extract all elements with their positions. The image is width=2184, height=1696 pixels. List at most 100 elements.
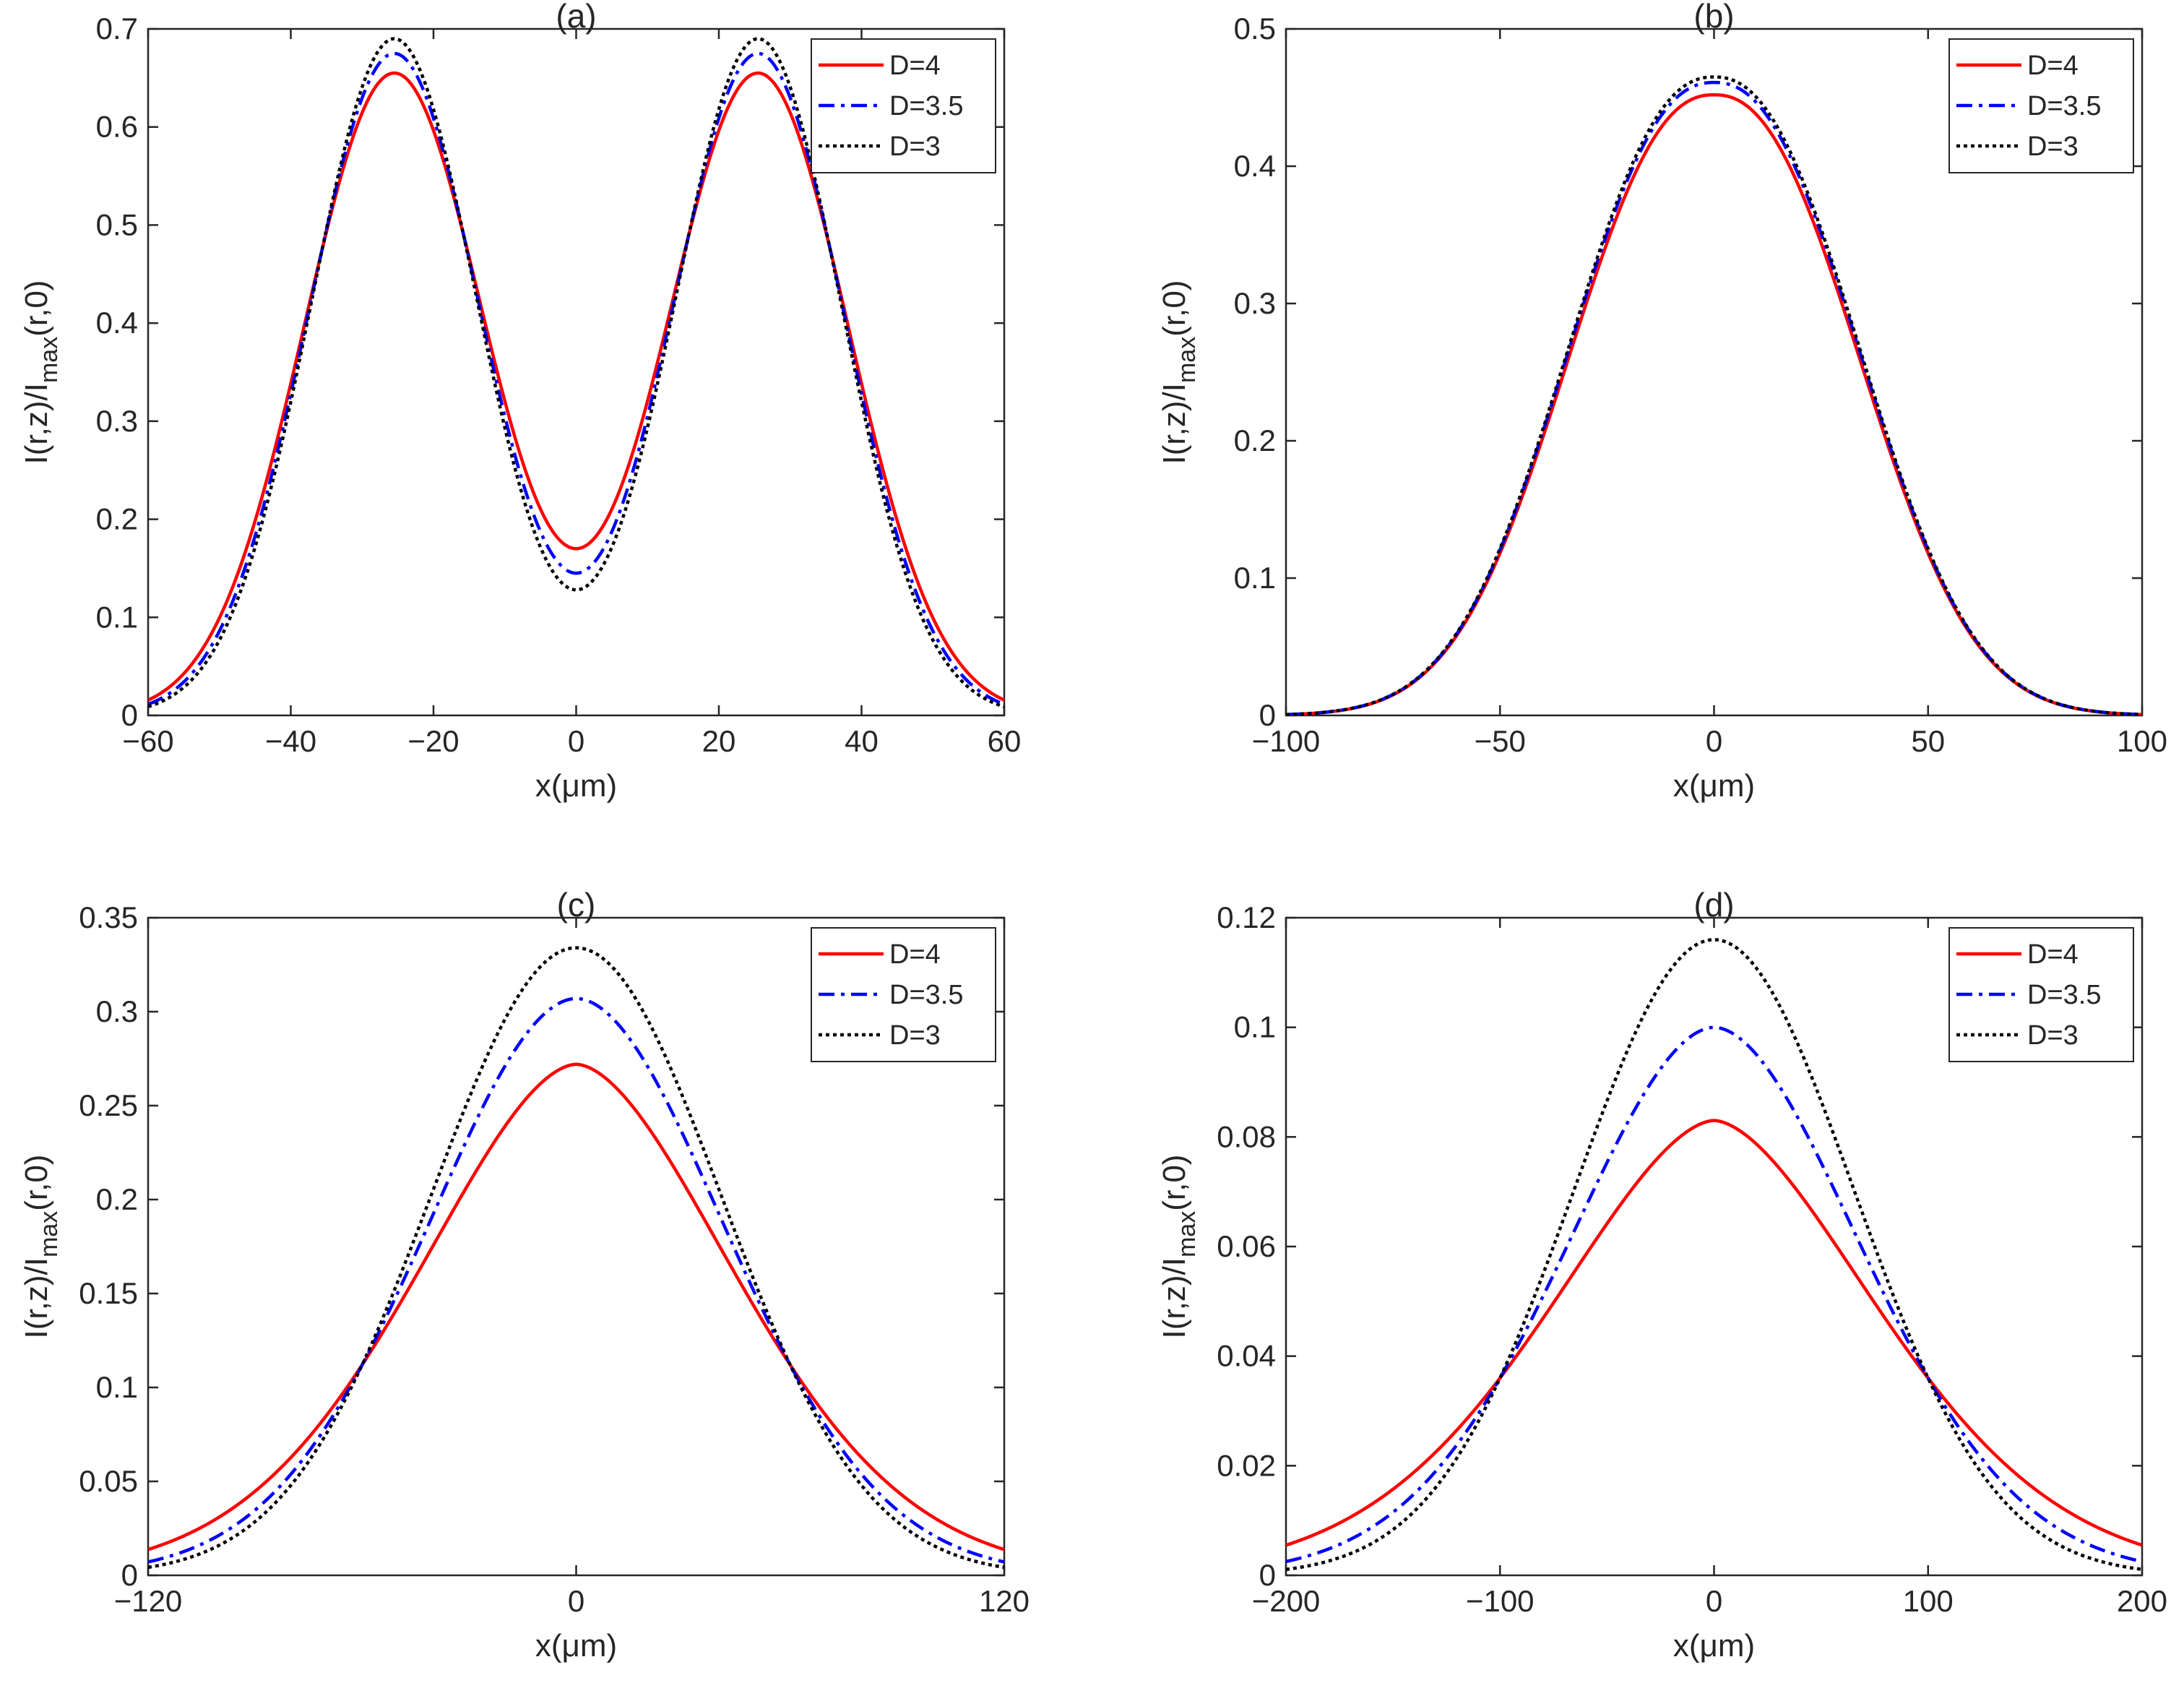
y-axis-label-main: I(r,z)/I <box>19 1257 54 1338</box>
x-axis-label: x(μm) <box>1673 1628 1755 1663</box>
y-tick-label: 0 <box>1259 1558 1276 1592</box>
y-axis-label-main: I(r,z)/I <box>1157 1257 1192 1338</box>
chart-title: (a) <box>556 0 596 35</box>
x-tick-label: −60 <box>122 724 173 758</box>
y-tick-label: 0 <box>1259 698 1276 732</box>
series-line-d-3-5 <box>148 996 1004 1564</box>
series-line-d-3-5 <box>148 51 1004 706</box>
y-axis-label-tail: (r,0) <box>1157 1155 1192 1211</box>
legend-label: D=4 <box>2027 939 2079 970</box>
y-axis-label-tail: (r,0) <box>19 1155 54 1211</box>
legend-label: D=3 <box>2027 132 2079 162</box>
x-tick-label: −200 <box>1252 1584 1321 1618</box>
y-tick-label: 0.08 <box>1217 1119 1276 1153</box>
x-tick-label: 0 <box>568 724 584 758</box>
x-tick-label: 100 <box>1903 1584 1954 1618</box>
x-tick-label: −100 <box>1466 1584 1535 1618</box>
y-tick-label: 0 <box>121 698 138 732</box>
x-tick-label: −100 <box>1252 724 1321 758</box>
x-axis-label: x(μm) <box>535 768 617 804</box>
y-tick-label: 0.1 <box>96 1370 138 1404</box>
legend: D=4 D=3.5 D=3 <box>811 38 996 173</box>
y-tick-label: 0.3 <box>1234 286 1276 320</box>
y-tick-label: 0.1 <box>1234 1010 1276 1044</box>
series-line-d-3 <box>148 946 1004 1570</box>
legend: D=4 D=3.5 D=3 <box>1948 38 2134 173</box>
x-tick-label: 200 <box>2117 1584 2167 1618</box>
y-tick-label: 0.06 <box>1217 1229 1276 1263</box>
y-tick-label: 0.2 <box>96 1182 138 1216</box>
x-axis-label: x(μm) <box>1673 768 1755 804</box>
y-tick-label: 0.5 <box>96 207 138 241</box>
y-axis-label-subscript: max <box>35 337 63 383</box>
y-tick-label: 0.5 <box>1234 12 1276 46</box>
x-tick-label: 50 <box>1911 724 1945 758</box>
y-tick-label: 0.35 <box>79 900 138 934</box>
series-line-d-3 <box>148 37 1004 709</box>
y-tick-label: 0.2 <box>96 502 138 536</box>
y-tick-label: 0.7 <box>96 12 138 46</box>
x-tick-label: −120 <box>114 1584 183 1618</box>
y-axis-label-tail: (r,0) <box>19 280 54 337</box>
y-tick-label: 0.04 <box>1217 1339 1276 1373</box>
x-tick-label: 40 <box>845 724 879 758</box>
series-line-d-3 <box>1286 75 2142 715</box>
y-tick-label: 0.4 <box>1234 149 1276 183</box>
x-tick-label: 60 <box>988 724 1022 758</box>
chart-title: (c) <box>557 886 596 924</box>
x-tick-label: −20 <box>407 724 459 758</box>
y-tick-label: 0.3 <box>96 404 138 438</box>
series-line-d-4 <box>148 71 1004 702</box>
legend-label: D=3.5 <box>889 91 963 121</box>
legend-label: D=3 <box>2027 1020 2079 1051</box>
y-axis-label-main: I(r,z)/I <box>1157 383 1192 464</box>
y-tick-label: 0.02 <box>1217 1448 1276 1482</box>
chart-panel-b: −100 −50 0 50 100 0 0.1 0.2 0.3 0.4 0.5 (b) x(μm) I(r… <box>1157 0 2167 804</box>
x-tick-label: 0 <box>1706 724 1722 758</box>
y-axis-label-tail: (r,0) <box>1157 280 1192 337</box>
legend-label: D=3.5 <box>2027 91 2101 121</box>
y-tick-label: 0.4 <box>96 306 138 340</box>
y-axis-label-subscript: max <box>1173 337 1201 383</box>
legend-label: D=3.5 <box>889 980 963 1010</box>
y-tick-label: 0.25 <box>79 1088 138 1122</box>
legend-label: D=4 <box>889 939 941 970</box>
x-tick-label: 120 <box>979 1584 1030 1618</box>
x-tick-label: 0 <box>1706 1584 1722 1618</box>
y-axis-label: I(r,z)/Imax(r,0) <box>1157 1155 1201 1339</box>
y-tick-label: 0 <box>121 1558 138 1592</box>
legend-label: D=4 <box>889 51 941 81</box>
legend-label: D=3 <box>889 132 941 162</box>
y-tick-label: 0.6 <box>96 110 138 144</box>
x-tick-label: −50 <box>1475 724 1526 758</box>
x-tick-label: 0 <box>568 1584 584 1618</box>
x-axis-label: x(μm) <box>535 1628 617 1663</box>
legend-label: D=3 <box>889 1020 941 1051</box>
y-tick-label: 0.05 <box>79 1464 138 1498</box>
series-line-d-4 <box>1286 1119 2142 1547</box>
y-tick-label: 0.2 <box>1234 423 1276 457</box>
legend: D=4 D=3.5 D=3 <box>811 927 996 1062</box>
y-axis-label: I(r,z)/Imax(r,0) <box>19 280 63 465</box>
x-tick-label: 100 <box>2117 724 2167 758</box>
y-axis-label-subscript: max <box>35 1211 63 1257</box>
x-tick-label: −40 <box>265 724 316 758</box>
y-tick-label: 0.15 <box>79 1276 138 1310</box>
y-tick-label: 0.3 <box>96 994 138 1028</box>
y-axis-label-main: I(r,z)/I <box>19 383 54 464</box>
y-tick-label: 0.12 <box>1217 900 1276 934</box>
legend-label: D=3.5 <box>2027 980 2101 1010</box>
y-axis-label: I(r,z)/Imax(r,0) <box>1157 280 1201 465</box>
chart-title: (d) <box>1693 886 1734 924</box>
y-tick-label: 0.1 <box>1234 561 1276 595</box>
series-line-d-3-5 <box>1286 1025 2142 1564</box>
y-tick-label: 0.1 <box>96 600 138 634</box>
y-axis-label: I(r,z)/Imax(r,0) <box>19 1155 63 1339</box>
chart-title: (b) <box>1693 0 1734 35</box>
chart-panel-d: −200 −100 0 100 200 0 0.02 0.04 0.06 0.08 0.1 0.12 (… <box>1157 886 2167 1663</box>
series-line-d-4 <box>148 1062 1004 1551</box>
legend: D=4 D=3.5 D=3 <box>1948 927 2134 1062</box>
